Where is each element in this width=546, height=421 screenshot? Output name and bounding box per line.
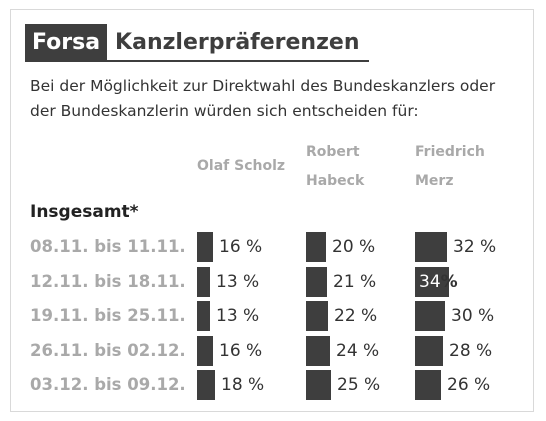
data-label-unit: % — [440, 271, 458, 292]
bar — [415, 232, 447, 262]
data-label: 13 % — [216, 271, 260, 292]
data-label: 20 % — [332, 237, 376, 257]
data-label: 16 % — [219, 340, 263, 361]
chart-title: Kanzlerpräferenzen — [115, 29, 360, 55]
data-label-number: 34 — [419, 271, 441, 292]
bar — [415, 266, 449, 297]
column-header-0: Olaf Scholz — [197, 152, 287, 181]
row-label: 19.11. bis 25.11. — [30, 306, 186, 325]
column-header-1: Robert Habeck — [306, 138, 396, 196]
bar — [306, 335, 330, 366]
chart-subtitle: Bei der Möglichkeit zur Direktwahl des B… — [30, 77, 496, 120]
data-label: 16 % — [219, 237, 263, 257]
data-label: 18 % — [221, 375, 265, 395]
data-label: 30 % — [451, 306, 495, 326]
data-label: 26 % — [447, 375, 491, 395]
chart-header: Forsa Kanzlerpräferenzen — [25, 24, 370, 62]
data-label: 13 % — [216, 306, 260, 326]
bar — [197, 232, 213, 262]
bar — [306, 232, 326, 262]
row-label: 26.11. bis 02.12. — [30, 340, 186, 360]
column-header-line: Olaf Scholz — [197, 158, 286, 174]
column-header-line: Friedrich — [415, 144, 485, 160]
row-label: 08.11. bis 11.11. — [30, 237, 186, 256]
bar — [415, 335, 443, 366]
data-label: 21 % — [333, 271, 377, 292]
column-header-line: Robert — [306, 144, 360, 160]
bar — [197, 335, 213, 366]
bar — [306, 301, 328, 331]
data-label: 25 % — [337, 375, 381, 395]
bar — [197, 266, 210, 297]
data-label: 28 % — [449, 340, 493, 361]
row-label: 03.12. bis 09.12. — [30, 375, 186, 394]
bar — [197, 301, 210, 331]
column-header-2: Friedrich Merz — [415, 138, 505, 196]
bar — [306, 266, 327, 297]
data-label: 34% — [419, 267, 458, 297]
bar — [306, 370, 331, 400]
data-label: 22 % — [334, 306, 378, 326]
brand-label: Forsa — [25, 24, 108, 60]
row-label: 12.11. bis 18.11. — [30, 271, 186, 291]
bar — [415, 370, 441, 400]
column-header-line: Habeck — [306, 173, 365, 189]
bar — [197, 370, 215, 400]
data-label: 24 % — [336, 340, 380, 361]
bar — [415, 301, 445, 331]
section-label: Insgesamt* — [30, 202, 139, 222]
data-label: 32 % — [453, 237, 497, 257]
column-header-line: Merz — [415, 173, 454, 189]
chart-frame — [10, 9, 534, 412]
